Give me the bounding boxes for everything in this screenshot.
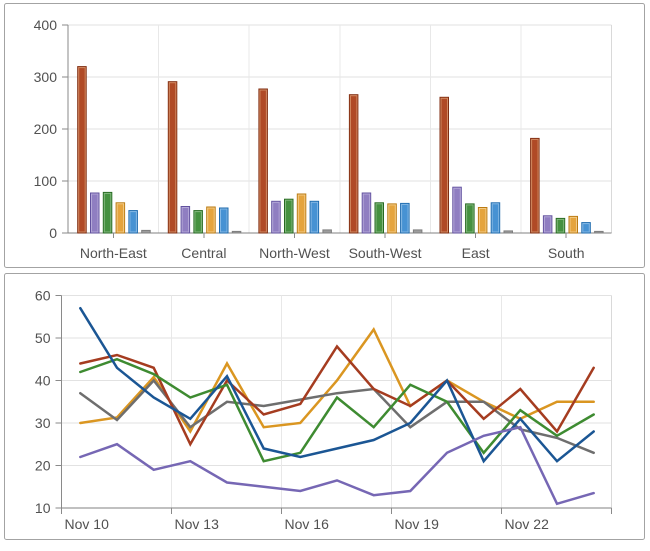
svg-text:Nov 22: Nov 22 xyxy=(505,516,550,532)
svg-text:0: 0 xyxy=(49,225,57,241)
svg-text:North-West: North-West xyxy=(259,245,330,261)
svg-text:Nov 19: Nov 19 xyxy=(395,516,440,532)
svg-text:200: 200 xyxy=(34,121,58,137)
svg-text:Nov 13: Nov 13 xyxy=(175,516,220,532)
svg-text:South-West: South-West xyxy=(349,245,422,261)
svg-text:20: 20 xyxy=(35,458,51,474)
svg-text:60: 60 xyxy=(35,288,51,304)
svg-text:40: 40 xyxy=(35,373,51,389)
svg-text:30: 30 xyxy=(35,415,51,431)
svg-text:10: 10 xyxy=(35,500,51,516)
svg-text:Nov 10: Nov 10 xyxy=(65,516,110,532)
svg-text:50: 50 xyxy=(35,330,51,346)
svg-text:Nov 16: Nov 16 xyxy=(285,516,330,532)
svg-text:300: 300 xyxy=(34,69,58,85)
svg-text:Central: Central xyxy=(181,245,226,261)
svg-text:South: South xyxy=(548,245,585,261)
svg-text:100: 100 xyxy=(34,173,58,189)
svg-text:400: 400 xyxy=(34,17,58,33)
svg-text:East: East xyxy=(462,245,490,261)
svg-text:North-East: North-East xyxy=(80,245,147,261)
